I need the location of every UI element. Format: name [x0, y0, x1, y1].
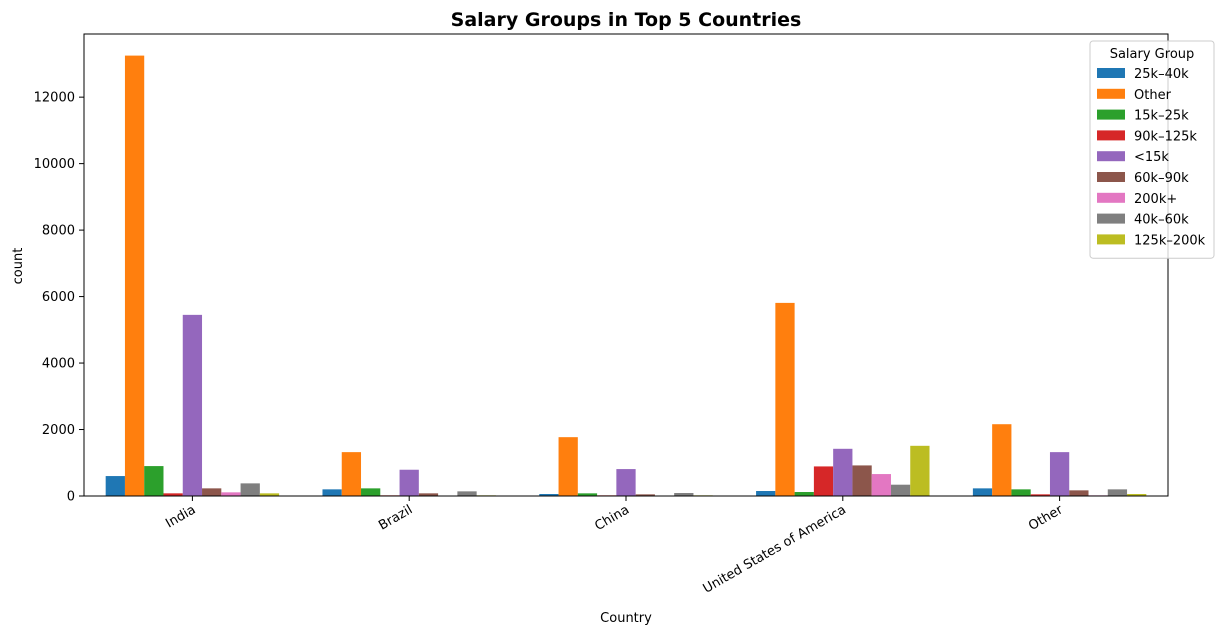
- bar: [105, 476, 125, 496]
- bar: [124, 55, 145, 496]
- legend-label: 40k–60k: [1134, 213, 1189, 228]
- x-tick-label: United States of America: [701, 502, 849, 596]
- bar: [399, 469, 419, 496]
- bar: [890, 484, 911, 496]
- x-tick-label: Other: [1026, 502, 1066, 534]
- legend: Salary Group 25k–40k Other 15k–25k 90k–125k <…: [1089, 40, 1215, 259]
- y-tick-label: 2000: [42, 423, 75, 438]
- legend-swatch: [1097, 68, 1125, 78]
- bar: [833, 448, 853, 496]
- bar: [361, 488, 381, 496]
- y-tick-label: 12000: [34, 91, 75, 106]
- bar: [1011, 489, 1031, 496]
- legend-swatch: [1097, 109, 1125, 120]
- bar: [322, 489, 342, 496]
- y-tick-label: 10000: [34, 157, 75, 172]
- legend-label: 15k–25k: [1134, 109, 1189, 124]
- bar: [558, 437, 578, 496]
- bar: [341, 452, 362, 496]
- bar: [144, 466, 164, 496]
- legend-label: 90k–125k: [1134, 129, 1197, 144]
- bar: [616, 469, 636, 496]
- y-tick-label: 4000: [42, 357, 75, 372]
- legend-swatch: [1097, 213, 1125, 224]
- bar: [794, 492, 814, 496]
- bar: [674, 493, 694, 496]
- bar: [577, 493, 598, 496]
- bar: [756, 491, 776, 496]
- legend-label: 125k–200k: [1134, 233, 1206, 248]
- x-axis-label: Country: [600, 611, 652, 626]
- legend-swatch: [1097, 172, 1125, 182]
- x-tick-label: Brazil: [376, 502, 415, 533]
- legend-label: 25k–40k: [1134, 67, 1189, 82]
- legend-swatch: [1097, 151, 1125, 162]
- bar: [871, 474, 891, 496]
- y-tick-label: 8000: [42, 224, 75, 239]
- legend-label: 200k+: [1134, 192, 1177, 207]
- bar: [775, 302, 795, 496]
- bar: [182, 314, 203, 496]
- bar: [1107, 489, 1128, 496]
- bar: [1127, 494, 1147, 496]
- bar: [813, 466, 834, 496]
- bar: [910, 445, 930, 496]
- bar: [992, 424, 1012, 496]
- x-tick-label: India: [163, 502, 198, 531]
- bar: [240, 483, 260, 496]
- bar: [972, 488, 993, 496]
- bar: [457, 491, 477, 496]
- y-axis-label: count: [11, 248, 26, 285]
- legend-label: Other: [1134, 88, 1172, 103]
- bar: [163, 493, 183, 496]
- bar: [221, 492, 241, 496]
- x-tick-label: China: [592, 502, 632, 534]
- bar: [202, 488, 222, 496]
- chart-title: Salary Groups in Top 5 Countries: [451, 9, 802, 31]
- legend-swatch: [1097, 192, 1125, 203]
- y-tick-label: 6000: [42, 290, 75, 305]
- bar: [539, 494, 559, 496]
- bar: [259, 493, 280, 496]
- legend-label: <15k: [1134, 150, 1169, 165]
- bar: [852, 465, 872, 496]
- legend-title: Salary Group: [1110, 47, 1195, 62]
- legend-label: 60k–90k: [1134, 171, 1189, 186]
- bar: [1030, 494, 1050, 496]
- y-tick-label: 0: [67, 490, 75, 505]
- bars-group: [105, 55, 1147, 496]
- bar: [1049, 452, 1070, 496]
- legend-swatch: [1097, 234, 1125, 245]
- bar: [1069, 490, 1089, 496]
- legend-swatch: [1097, 88, 1125, 99]
- bar: [635, 494, 655, 496]
- legend-swatch: [1097, 130, 1125, 141]
- bar: [418, 493, 439, 496]
